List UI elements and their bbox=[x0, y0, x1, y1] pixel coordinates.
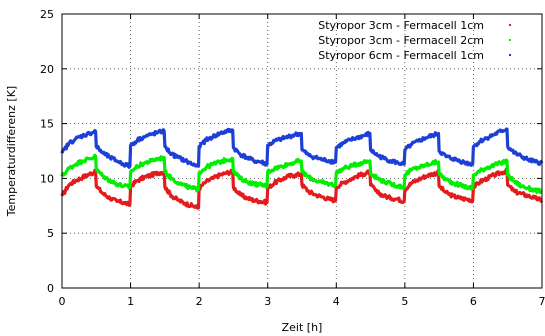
x-tick-label: 7 bbox=[539, 295, 545, 308]
y-tick-label: 15 bbox=[40, 118, 54, 131]
series-lines bbox=[60, 127, 544, 210]
x-tick-label: 5 bbox=[401, 295, 408, 308]
y-tick-label: 5 bbox=[47, 227, 54, 240]
y-tick-label: 20 bbox=[40, 63, 54, 76]
legend-swatch bbox=[509, 39, 511, 41]
y-tick-label: 10 bbox=[40, 172, 54, 185]
axis-ticks: 0 1 2 3 4 5 6 7 0 5 10 15 20 25 bbox=[40, 8, 545, 308]
y-tick-label: 0 bbox=[47, 282, 54, 295]
y-axis-label: Temperaturdifferenz [K] bbox=[5, 86, 18, 217]
legend-swatch bbox=[509, 54, 511, 56]
x-tick-label: 4 bbox=[333, 295, 340, 308]
x-tick-label: 3 bbox=[264, 295, 271, 308]
x-tick-label: 6 bbox=[470, 295, 477, 308]
series-line bbox=[60, 167, 544, 210]
plot-frame bbox=[61, 13, 543, 289]
x-tick-label: 2 bbox=[196, 295, 203, 308]
legend-swatch bbox=[509, 24, 511, 26]
legend: Styropor 3cm - Fermacell 1cm Styropor 3cm… bbox=[318, 19, 511, 62]
legend-entry-label: Styropor 3cm - Fermacell 2cm bbox=[318, 34, 484, 47]
x-axis-label: Zeit [h] bbox=[282, 321, 323, 334]
y-tick-label: 25 bbox=[40, 8, 54, 21]
series-line bbox=[60, 127, 544, 169]
legend-entry-label: Styropor 3cm - Fermacell 1cm bbox=[318, 19, 484, 32]
x-tick-label: 0 bbox=[59, 295, 66, 308]
x-tick-label: 1 bbox=[127, 295, 134, 308]
legend-entry-label: Styropor 6cm - Fermacell 1cm bbox=[318, 49, 484, 62]
series-line bbox=[60, 153, 543, 195]
